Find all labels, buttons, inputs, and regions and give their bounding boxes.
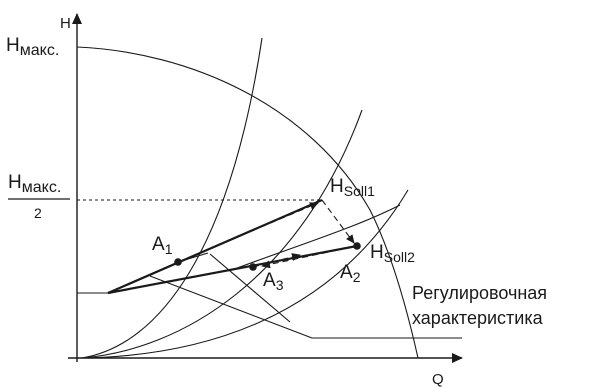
pump-curve-max [76,46,419,359]
arrow-soll1-to-soll2 [321,199,355,244]
h-soll1-main: H [330,176,344,197]
h-half-numerator: Hмакс. [8,172,61,196]
h-max-label: Hмакс. [6,35,59,59]
h-half-denominator: 2 [34,205,42,221]
system-curve-3 [81,189,409,359]
a1-main: A [152,234,165,255]
a2-main: A [340,262,353,283]
control-line-soll2 [107,244,358,295]
system-curve-1 [81,37,263,359]
point-a3 [249,263,257,271]
a2-sub: 2 [353,269,361,285]
control-label-line1: Регулировочная [412,283,547,303]
h-soll2-sub: Soll2 [384,249,415,265]
point-soll2 [353,242,361,250]
y-axis-label: H [60,15,71,32]
a3-main: A [263,270,276,291]
h-soll1-label: HSoll1 [330,176,375,199]
a3-sub: 3 [276,277,284,293]
h-half-num-main: H [8,172,22,193]
arrow-soll2-to-a3 [261,245,358,269]
arrow-a3-to-a2 [252,253,301,268]
h-half-num-sub: макс. [22,179,62,196]
control-label-line2: характеристика [412,308,544,328]
arrow-a1-to-soll1 [177,202,319,263]
a1-label: A1 [152,234,173,257]
line-a1-down [149,275,313,339]
point-a1 [174,258,182,266]
system-curve-2 [81,109,363,359]
h-max-main: H [6,35,20,56]
a3-label: A3 [263,270,284,293]
h-soll2-main: H [370,242,384,263]
x-axis-label: Q [432,371,444,387]
h-soll2-label: HSoll2 [370,242,415,265]
a2-label: A2 [340,262,361,285]
a1-sub: 1 [165,241,173,257]
h-max-sub: макс. [20,42,60,59]
line-a3-down [209,253,291,323]
pump-curve-reduced [231,204,401,271]
h-soll1-sub: Soll1 [344,183,375,199]
